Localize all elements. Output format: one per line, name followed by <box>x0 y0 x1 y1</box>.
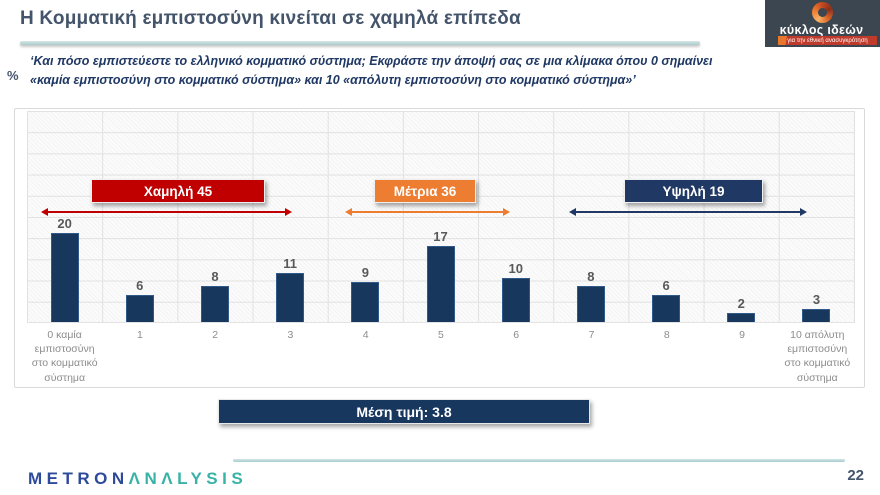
bar-column: 10 <box>478 111 553 322</box>
bar <box>727 313 756 322</box>
bar-value-label: 17 <box>433 229 448 245</box>
x-axis-label: 8 <box>663 329 670 341</box>
bar-column: 8 <box>553 111 628 322</box>
x-axis-label: 5 <box>438 329 444 341</box>
bar-value-label: 6 <box>136 278 144 294</box>
page-number: 22 <box>847 467 864 484</box>
logo-analysis-text: ΛNΛLYSIS <box>128 469 248 488</box>
survey-question-text: ‘Και πόσο εμπιστεύεστε το ελληνικό κομμα… <box>30 54 713 87</box>
x-axis-label: 9 <box>739 329 745 341</box>
brand-tagline: για την εθνική ανασυγκρότηση <box>787 37 868 44</box>
bar <box>576 286 605 322</box>
bar <box>125 295 154 322</box>
bar-column: 20 <box>27 111 102 322</box>
bar <box>426 246 455 322</box>
band-medium-label-box: Μέτρια 36 <box>374 179 476 203</box>
x-axis-label: 2 <box>212 329 219 341</box>
bar-value-label: 2 <box>737 296 745 312</box>
bar-column: 8 <box>177 111 252 322</box>
x-axis-label: 10 απόλυτη εμπιστοσύνη στο κομματικό σύσ… <box>784 329 851 384</box>
bar-value-label: 8 <box>587 269 595 285</box>
band-medium-range-arrow <box>347 211 508 213</box>
footer-divider-line <box>233 459 845 462</box>
x-axis: 0 καμία εμπιστοσύνη στο κομματικό σύστημ… <box>27 328 855 385</box>
brand-name: κύκλος ιδεών <box>779 23 864 37</box>
band-low-range-arrow <box>43 211 290 213</box>
chart-panel: 20 6 8 11 9 17 10 8 6 2 3 0 καμία εμπιστοσύνη στο … <box>14 108 865 388</box>
bar <box>200 286 229 322</box>
metron-analysis-logo: METRONΛNΛLYSIS <box>28 469 247 489</box>
bar <box>276 273 305 322</box>
y-axis-unit-label: % <box>7 68 19 83</box>
title-underline-rule <box>20 41 700 45</box>
bar-value-label: 3 <box>812 291 821 307</box>
bar-column: 3 <box>779 111 854 322</box>
mean-value-box: Μέση τιμή: 3.8 <box>218 399 590 424</box>
circle-logo-icon <box>812 2 833 23</box>
bar <box>802 308 831 322</box>
bar <box>501 277 530 322</box>
plot-area: 20 6 8 11 9 17 10 8 6 2 3 <box>27 111 855 323</box>
kyklos-ideon-logo: κύκλος ιδεών για την εθνική ανασυγκρότησ… <box>765 0 880 47</box>
bar <box>652 295 681 322</box>
x-axis-label: 6 <box>513 329 520 341</box>
bar-column: 17 <box>403 111 478 322</box>
x-axis-label: 3 <box>287 329 294 341</box>
bar-column: 9 <box>328 111 403 322</box>
band-high-label-box: Υψηλή 19 <box>624 179 763 203</box>
band-high-range-arrow <box>571 211 805 213</box>
bar-value-label: 11 <box>283 256 298 272</box>
x-axis-label: 7 <box>588 329 595 341</box>
band-low-label-box: Χαμηλή 45 <box>91 179 265 203</box>
x-axis-label: 4 <box>362 329 369 341</box>
bar-value-label: 8 <box>211 269 219 285</box>
bar-column: 2 <box>704 111 779 322</box>
bar-value-label: 20 <box>57 216 72 231</box>
bar-column: 6 <box>102 111 177 322</box>
logo-metron-text: METRON <box>28 469 129 488</box>
bar-column: 11 <box>253 111 328 322</box>
x-axis-label: 1 <box>136 329 143 341</box>
bar-value-label: 6 <box>662 278 670 294</box>
bar-column: 6 <box>629 111 704 322</box>
bar <box>50 233 79 322</box>
bar <box>351 281 380 322</box>
page-title: Η Κομματική εμπιστοσύνη κινείται σε χαμη… <box>20 8 521 29</box>
x-axis-label: 0 καμία εμπιστοσύνη στο κομματικό σύστημ… <box>31 329 98 384</box>
bar-value-label: 10 <box>508 260 523 276</box>
brand-tagline-banner: για την εθνική ανασυγκρότηση <box>778 36 877 45</box>
bar-value-label: 9 <box>361 264 369 280</box>
